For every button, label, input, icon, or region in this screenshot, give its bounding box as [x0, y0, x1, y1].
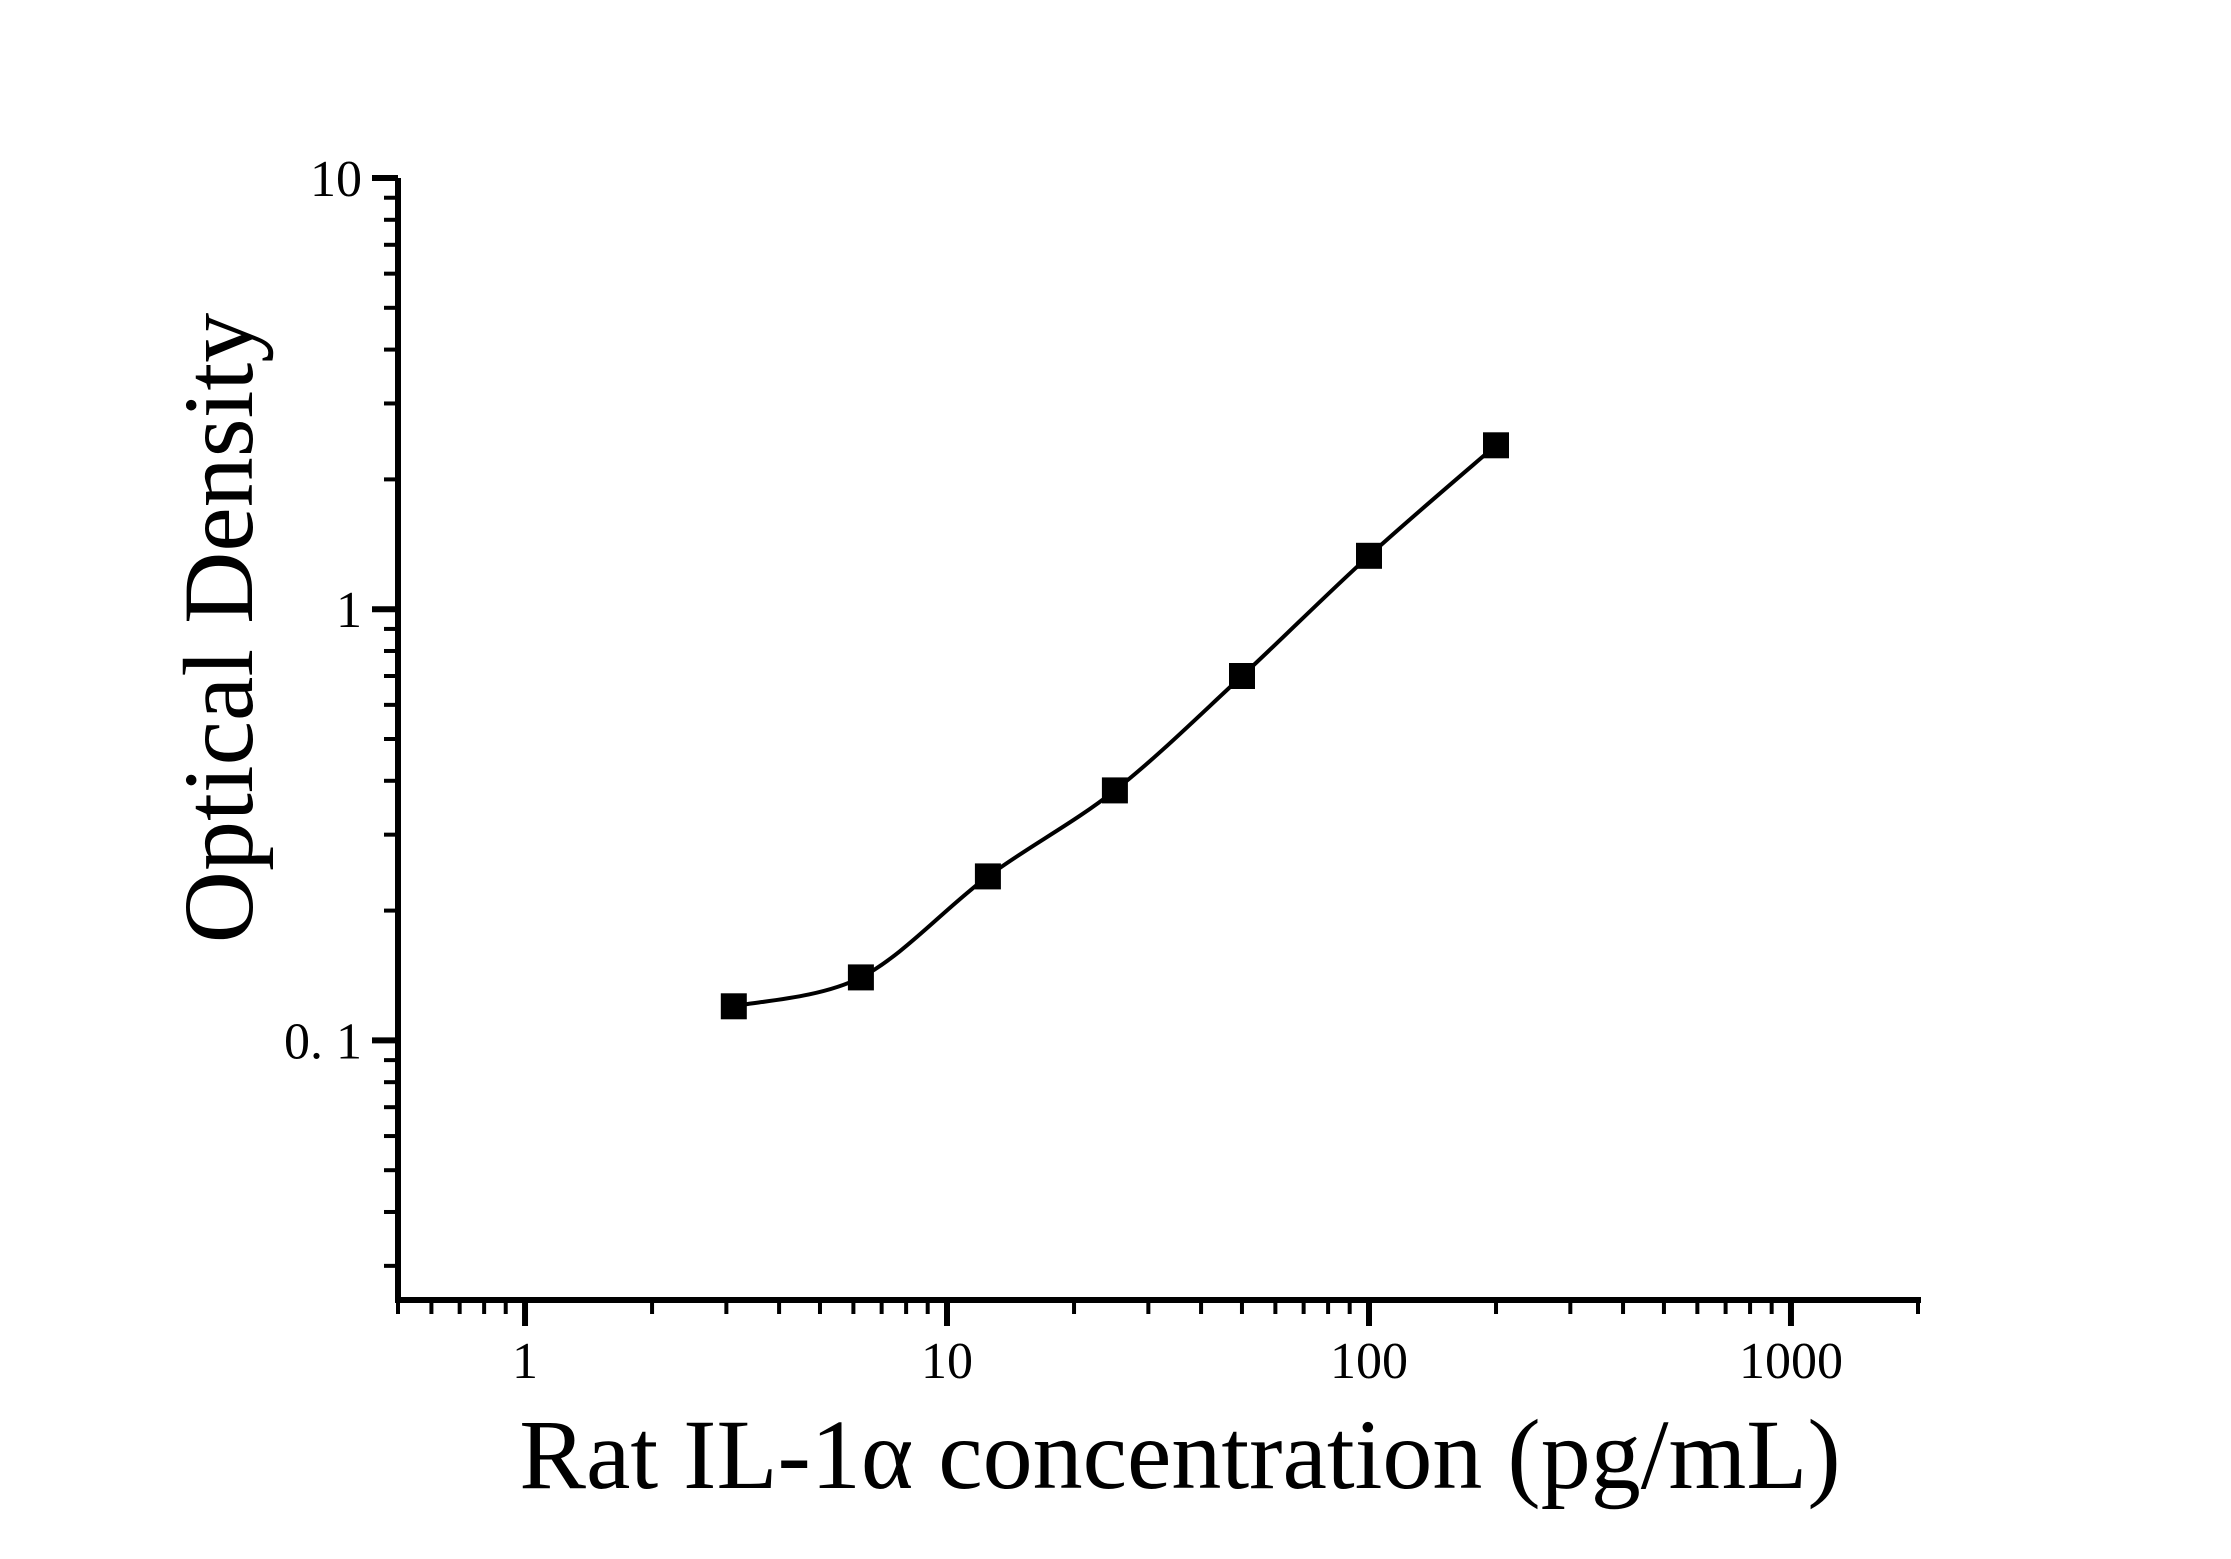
data-point-marker: [1356, 542, 1382, 569]
x-tick-label: 10: [921, 1333, 973, 1390]
y-tick-label: 1: [336, 582, 362, 639]
axis-lines-group: [395, 178, 1921, 1303]
x-tick-label: 1: [512, 1333, 538, 1390]
x-axis-title: Rat IL-1α concentration (pg/mL): [519, 1399, 1840, 1510]
minor-ticks-group: [384, 195, 1920, 1314]
data-point-marker: [1101, 777, 1128, 804]
data-point-marker: [1483, 432, 1509, 459]
tick-labels-group: 1 10 100 1000 0. 1 1 10: [284, 151, 1843, 1390]
major-ticks-group: [372, 175, 1794, 1326]
fit-curve-group: [733, 443, 1498, 1009]
y-tick-label: 10: [310, 151, 362, 208]
data-point-marker: [1229, 663, 1255, 689]
data-point-marker: [974, 863, 1001, 890]
x-tick-label: 100: [1330, 1333, 1408, 1390]
y-tick-label: 0. 1: [284, 1013, 362, 1070]
data-point-marker: [847, 964, 874, 991]
y-axis-title: Optical Density: [163, 313, 274, 943]
fit-curve: [733, 443, 1498, 1009]
data-points-group: [720, 432, 1509, 1020]
x-tick-label: 1000: [1739, 1333, 1843, 1390]
data-point-marker: [720, 993, 747, 1020]
